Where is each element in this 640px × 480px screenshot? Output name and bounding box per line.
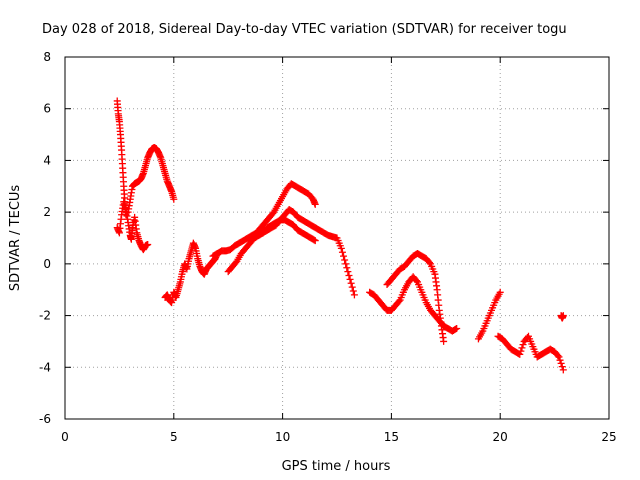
data-point (170, 195, 178, 203)
data-point (558, 363, 566, 371)
y-tick-label: -6 (39, 412, 51, 426)
data-point (453, 325, 461, 332)
x-tick-label: 20 (493, 430, 508, 444)
grid-lines (65, 57, 609, 419)
y-tick-label: 0 (43, 257, 51, 271)
data-point (557, 359, 565, 367)
data-point (516, 350, 524, 358)
x-tick-label: 5 (170, 430, 178, 444)
y-tick-label: -4 (39, 360, 51, 374)
x-tick-label: 0 (61, 430, 69, 444)
data-point (517, 347, 525, 355)
x-tick-labels: 0 5 10 15 20 25 (61, 430, 616, 444)
series-arc-3 (124, 144, 178, 216)
x-tick-label: 15 (384, 430, 399, 444)
data-point (440, 337, 448, 345)
series-arc-2 (113, 198, 152, 254)
data-point (519, 341, 527, 349)
data-point (342, 260, 350, 268)
series-arc-7 (246, 216, 319, 245)
x-axis-label: GPS time / hours (282, 459, 391, 474)
plot-frame (64, 56, 610, 420)
chart-title: Day 028 of 2018, Sidereal Day-to-day VTE… (42, 22, 567, 37)
data-point (496, 288, 504, 296)
y-tick-label: 2 (43, 205, 51, 219)
data-point (344, 268, 352, 276)
y-tick-label: 4 (43, 153, 51, 167)
x-tick-label: 10 (275, 430, 290, 444)
x-tick-label: 25 (601, 430, 616, 444)
y-tick-label: -2 (39, 309, 51, 323)
data-point (343, 264, 351, 272)
y-axis-label: SDTVAR / TECUs (8, 185, 23, 292)
data-point (341, 256, 349, 264)
data-point (311, 200, 319, 208)
series-arc-10 (474, 288, 504, 343)
series-arc-4 (161, 239, 221, 307)
data-point (518, 344, 526, 352)
y-tick-labels: -6 -4 -2 0 2 4 6 8 (39, 50, 51, 426)
data-point (412, 277, 420, 285)
data-point (311, 237, 319, 245)
data-point (395, 297, 403, 305)
data-point (555, 353, 563, 361)
series-arc-9 (383, 250, 448, 345)
data-point (337, 244, 345, 252)
series-arc-12 (557, 312, 567, 322)
data-point (345, 271, 353, 279)
data-point (349, 287, 357, 295)
data-point (346, 275, 354, 283)
data-point (425, 259, 433, 267)
y-tick-label: 8 (43, 50, 51, 64)
data-point (144, 240, 152, 248)
data-point (348, 283, 356, 291)
data-points (113, 97, 567, 374)
series-arc-6 (224, 206, 358, 299)
data-point (556, 356, 564, 364)
series-arc-8 (366, 273, 461, 335)
series-arc-11 (494, 332, 567, 374)
data-point (559, 366, 567, 374)
data-point (338, 248, 346, 256)
data-point (559, 312, 567, 320)
data-point (350, 291, 358, 299)
data-point (554, 352, 562, 360)
data-point (347, 279, 355, 287)
series-arc-1 (113, 97, 130, 219)
y-tick-label: 6 (43, 102, 51, 116)
data-point (340, 252, 348, 260)
